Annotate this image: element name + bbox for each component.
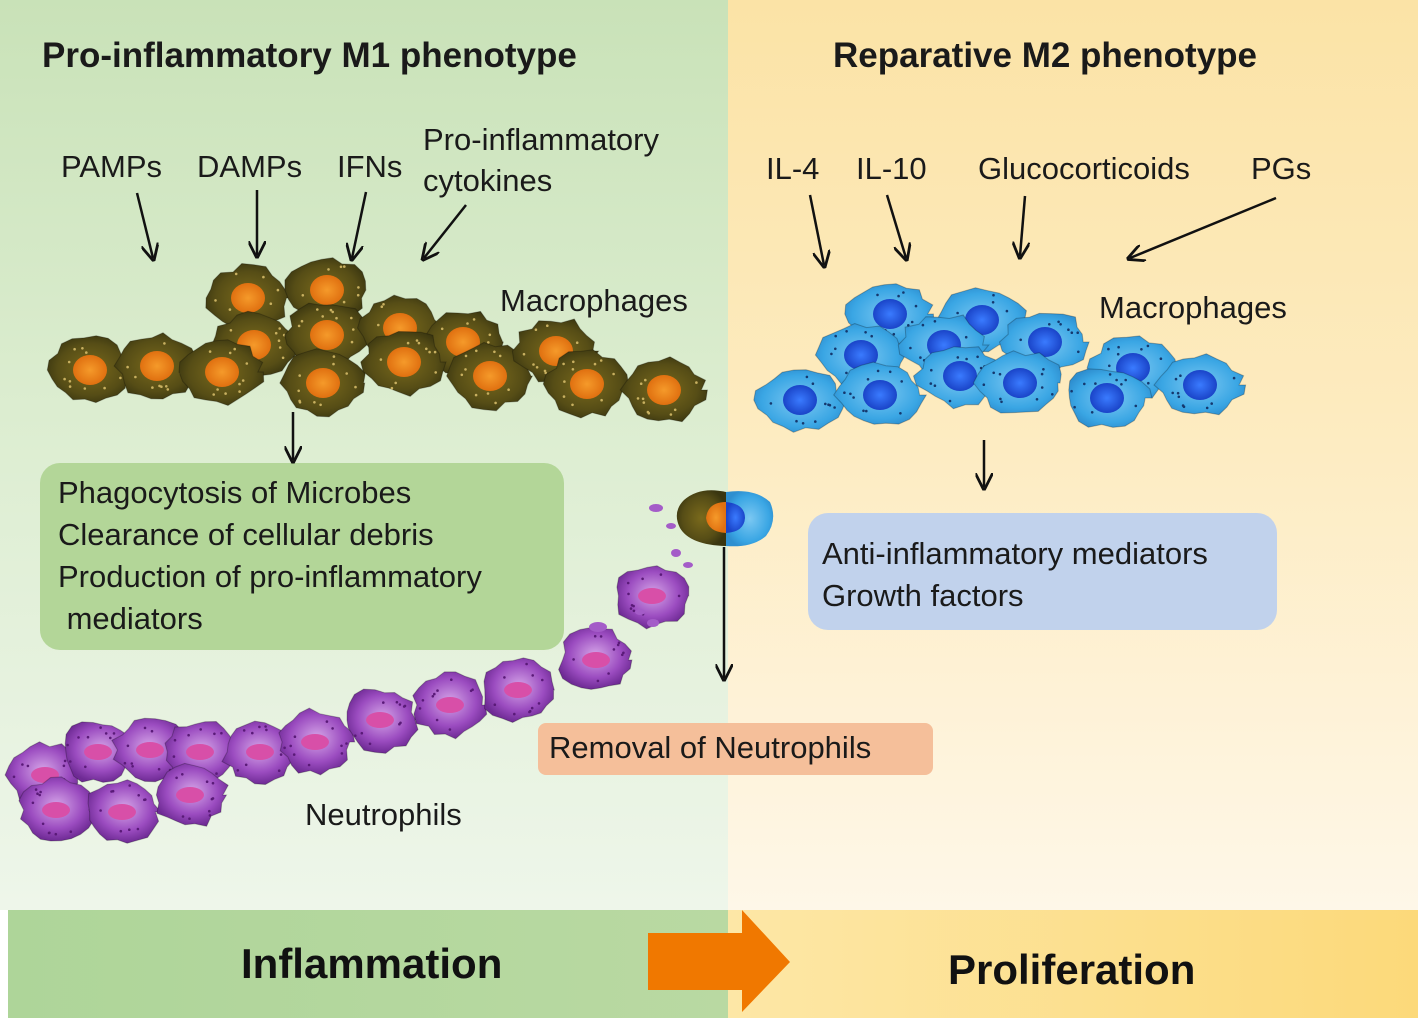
m2-macrophage	[1068, 368, 1153, 428]
m2-functions-box	[808, 513, 1277, 630]
m1-macrophage	[178, 339, 265, 407]
stimulus-pamps: PAMPs	[61, 149, 163, 184]
neutrophil	[18, 776, 95, 842]
m1-macrophage	[446, 341, 534, 412]
proliferation-band	[728, 910, 1418, 1018]
neutrophil-chain	[4, 565, 690, 844]
m1-functions-box	[40, 463, 564, 650]
neutrophils-label: Neutrophils	[305, 797, 462, 832]
stimulus-pgs: PGs	[1251, 151, 1312, 186]
neutrophil	[278, 707, 356, 776]
il4-arrow	[808, 194, 824, 265]
neutrophil	[155, 762, 229, 827]
m1-title: Pro-inflammatory M1 phenotype	[42, 36, 577, 75]
cytokines-arrow	[424, 204, 467, 258]
m2-macrophage	[753, 369, 847, 433]
stimulus-il10: IL-10	[856, 151, 927, 186]
neutrophil	[483, 657, 555, 724]
apoptotic-debris	[589, 504, 693, 632]
neutrophil	[558, 627, 633, 690]
stimulus-damps: DAMPs	[197, 149, 303, 184]
m1-macrophage	[205, 262, 292, 334]
m2-functions-text: Anti-inflammatory mediators Growth facto…	[822, 533, 1208, 617]
removal-text: Removal of Neutrophils	[549, 730, 872, 765]
inflammation-band	[8, 910, 728, 1018]
neutrophil	[221, 720, 297, 786]
pamps-arrow	[135, 192, 153, 258]
m1-macrophage	[360, 330, 447, 397]
m1-function-clearance: Clearance of cellular debris	[58, 517, 434, 552]
m1-macrophage	[279, 348, 366, 418]
m2-macrophages-label: Macrophages	[1099, 290, 1287, 325]
m1-macrophage	[113, 332, 200, 400]
m1-macrophage	[284, 302, 370, 368]
m1-macrophage-cluster	[46, 257, 708, 423]
glucocorticoids-arrow	[1020, 195, 1025, 256]
neutrophil	[412, 671, 488, 740]
m2-function-growth-factors: Growth factors	[822, 578, 1024, 613]
neutrophil	[346, 688, 419, 754]
neutrophil	[87, 779, 162, 844]
inflammation-label: Inflammation	[241, 940, 503, 987]
m2-macrophage	[1153, 353, 1247, 416]
m1-function-mediators: mediators	[58, 601, 203, 636]
stimulus-proinflammatory: Pro-inflammatory	[423, 122, 659, 157]
m2-title: Reparative M2 phenotype	[833, 36, 1257, 75]
transitioning-macrophage	[676, 490, 774, 547]
m1-function-production: Production of pro-inflammatory	[58, 559, 482, 594]
proliferation-label: Proliferation	[948, 946, 1196, 993]
m1-macrophage	[542, 349, 632, 419]
stimulus-glucocorticoids: Glucocorticoids	[978, 151, 1190, 186]
m1-function-phagocytosis: Phagocytosis of Microbes	[58, 475, 412, 510]
m1-macrophage	[619, 356, 708, 423]
stimulus-ifns: IFNs	[337, 149, 403, 184]
ifns-arrow	[352, 191, 368, 258]
stimulus-cytokines: cytokines	[423, 163, 553, 198]
m2-macrophage-cluster	[753, 283, 1247, 433]
m2-function-anti-inflammatory: Anti-inflammatory mediators	[822, 536, 1208, 571]
neutrophil	[111, 717, 186, 783]
stimulus-il4: IL-4	[766, 151, 820, 186]
m2-macrophage	[833, 361, 928, 425]
phase-transition-arrow	[648, 910, 790, 1012]
removal-box	[538, 723, 933, 775]
pgs-arrow	[1130, 196, 1277, 258]
m1-macrophages-label: Macrophages	[500, 283, 688, 318]
neutrophil	[616, 565, 690, 630]
m1-functions-text: Phagocytosis of Microbes Clearance of ce…	[58, 472, 482, 640]
m1-macrophage	[46, 335, 136, 404]
m2-macrophage	[972, 350, 1062, 414]
m2-macrophage	[912, 346, 1006, 410]
il10-arrow	[885, 194, 906, 258]
